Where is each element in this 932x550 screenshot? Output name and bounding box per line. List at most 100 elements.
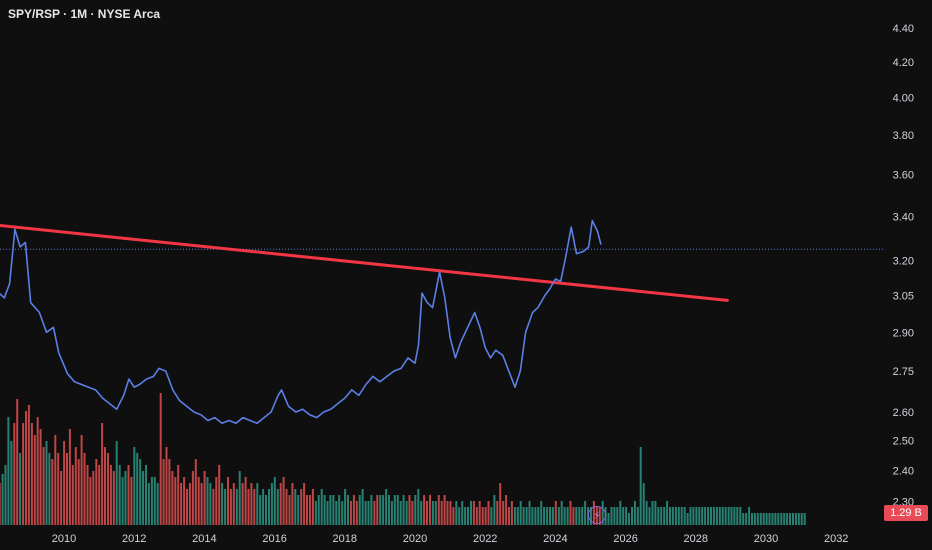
volume-bar bbox=[493, 495, 496, 525]
volume-bar bbox=[581, 507, 584, 525]
volume-bar bbox=[121, 477, 124, 525]
x-tick-label: 2022 bbox=[473, 533, 497, 545]
volume-bar bbox=[715, 507, 718, 525]
volume-bar bbox=[89, 477, 92, 525]
volume-bar bbox=[683, 507, 686, 525]
volume-bar bbox=[145, 465, 147, 525]
volume-bar bbox=[666, 501, 669, 525]
volume-bar bbox=[531, 507, 534, 525]
volume-bar bbox=[206, 477, 209, 525]
volume-bar bbox=[525, 507, 528, 525]
volume-bar bbox=[718, 507, 721, 525]
y-tick-label: 3.20 bbox=[893, 256, 914, 268]
volume-bar bbox=[332, 495, 335, 525]
volume-bar bbox=[701, 507, 704, 525]
volume-bar bbox=[417, 489, 420, 525]
volume-bar bbox=[496, 501, 499, 525]
volume-bar bbox=[478, 501, 481, 525]
volume-bar bbox=[159, 393, 162, 525]
volume-bar bbox=[1, 474, 4, 525]
y-axis[interactable]: 4.60 4.40 4.20 4.00 3.80 3.60 3.40 3.20 3.05 2.90… bbox=[893, 0, 914, 509]
volume-bar bbox=[792, 513, 794, 525]
volume-bar bbox=[429, 495, 431, 525]
volume-bar bbox=[771, 513, 774, 525]
volume-bar bbox=[411, 501, 414, 525]
symbol-title[interactable]: SPY/RSP · 1M · NYSE Arca bbox=[8, 7, 161, 21]
volume-bar bbox=[124, 471, 127, 525]
volume-bar bbox=[71, 465, 74, 525]
volume-bar bbox=[300, 489, 303, 525]
volume-bar bbox=[276, 489, 279, 525]
volume-bar bbox=[63, 441, 66, 525]
volume-bar bbox=[165, 447, 168, 525]
volume-bar bbox=[628, 513, 630, 525]
volume-bar bbox=[578, 507, 581, 525]
volume-bar bbox=[780, 513, 783, 525]
volume-bar bbox=[557, 507, 560, 525]
y-tick-label: 2.90 bbox=[893, 327, 914, 339]
volume-bar bbox=[575, 507, 578, 525]
price-series-line bbox=[0, 219, 602, 425]
volume-bar bbox=[162, 459, 165, 525]
last-volume-badge: 1.29 B bbox=[884, 505, 928, 521]
volume-bar bbox=[238, 471, 241, 525]
volume-bar bbox=[789, 513, 791, 525]
volume-bar bbox=[549, 507, 551, 525]
volume-bar bbox=[508, 507, 510, 525]
volume-bar bbox=[751, 513, 753, 525]
volume-bar bbox=[434, 501, 437, 525]
volume-bar bbox=[136, 453, 139, 525]
volume-bar bbox=[733, 507, 736, 525]
volume-bar bbox=[475, 507, 478, 525]
volume-bar bbox=[794, 513, 797, 525]
volume-bar bbox=[115, 441, 118, 525]
volume-bar bbox=[393, 495, 396, 525]
volume-bar bbox=[92, 471, 95, 525]
volume-bar bbox=[338, 495, 341, 525]
volume-bar bbox=[133, 447, 136, 525]
volume-bar bbox=[455, 501, 458, 525]
volume-bar bbox=[402, 495, 405, 525]
y-tick-label: 3.60 bbox=[893, 170, 914, 182]
volume-bar bbox=[543, 507, 546, 525]
volume-bar bbox=[314, 501, 317, 525]
x-tick-label: 2020 bbox=[403, 533, 427, 545]
volume-bar bbox=[396, 495, 399, 525]
volume-bar bbox=[686, 513, 689, 525]
volume-bar bbox=[22, 423, 25, 525]
y-tick-label: 2.50 bbox=[893, 436, 914, 448]
volume-bar bbox=[642, 483, 645, 525]
volume-bar bbox=[654, 501, 657, 525]
volume-bar bbox=[613, 507, 616, 525]
volume-bar bbox=[285, 489, 288, 525]
volume-bar bbox=[309, 495, 311, 525]
volume-bar bbox=[745, 513, 748, 525]
volume-bar bbox=[537, 507, 540, 525]
volume-bar bbox=[458, 507, 461, 525]
volume-bar bbox=[335, 501, 338, 525]
volume-bar bbox=[657, 507, 660, 525]
volume-bar bbox=[449, 501, 452, 525]
volume-bar bbox=[250, 483, 253, 525]
volume-bar bbox=[197, 477, 200, 525]
volume-bar bbox=[232, 483, 235, 525]
volume-bar bbox=[188, 483, 191, 525]
x-tick-label: 2032 bbox=[824, 533, 848, 545]
volume-bar bbox=[247, 489, 250, 525]
x-axis[interactable]: 2010 2012 2014 2016 2018 2020 2022 2024 2026 2028… bbox=[52, 533, 849, 545]
trendline[interactable] bbox=[0, 224, 729, 302]
volume-bar bbox=[490, 507, 493, 525]
volume-bar bbox=[464, 507, 467, 525]
y-tick-label: 4.20 bbox=[893, 57, 914, 69]
volume-bar bbox=[572, 507, 575, 525]
volume-bar bbox=[42, 447, 45, 525]
volume-bar bbox=[253, 489, 256, 525]
flash-icon[interactable]: ⚡ bbox=[588, 506, 606, 524]
volume-bar bbox=[774, 513, 777, 525]
volume-bar bbox=[645, 501, 648, 525]
volume-bar bbox=[194, 459, 197, 525]
volume-bar bbox=[370, 495, 373, 525]
volume-bar bbox=[446, 501, 449, 525]
volume-bar bbox=[218, 465, 221, 525]
